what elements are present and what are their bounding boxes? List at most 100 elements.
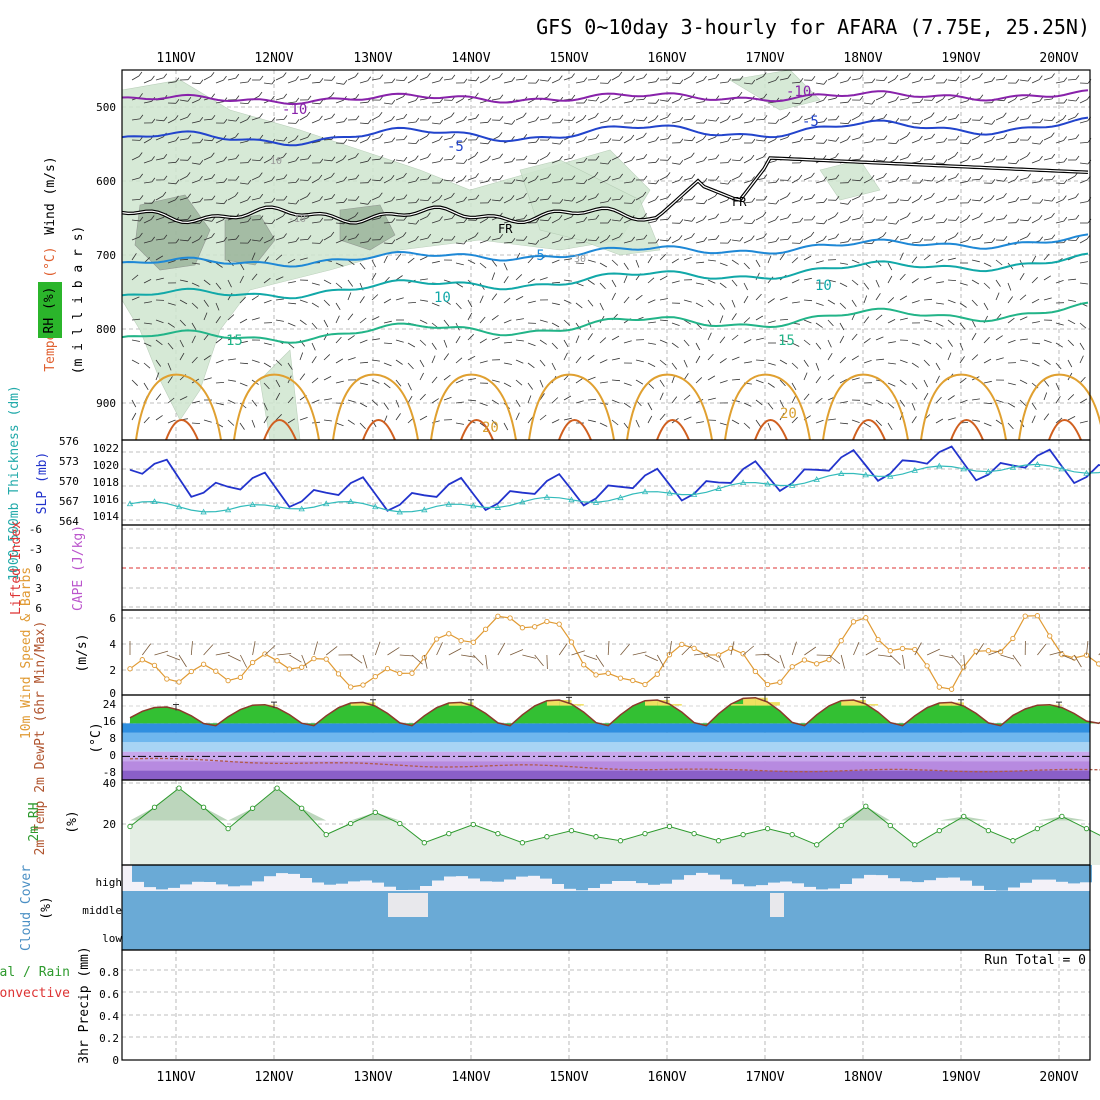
wind-barb	[599, 238, 608, 244]
wind-barb	[815, 222, 825, 225]
temp-fill-hot	[448, 703, 462, 706]
wind-barb-flag	[355, 115, 360, 120]
wind-barb-flag	[967, 118, 972, 123]
cloud-high-bar	[228, 865, 240, 887]
wind-barb-flag	[966, 214, 971, 220]
wind-barb-flag	[547, 92, 551, 98]
wind-speed-marker	[507, 615, 513, 621]
wind-barb	[143, 342, 152, 347]
wind-barb	[863, 360, 872, 364]
thickness-marker	[298, 505, 305, 512]
wind-barb	[935, 120, 944, 124]
thickness-marker	[666, 489, 673, 496]
wind-barb-flag	[463, 159, 468, 164]
thickness-marker	[421, 506, 428, 513]
wind-barb	[947, 117, 956, 121]
wind-barb	[479, 159, 488, 164]
wind-barb	[911, 198, 920, 204]
wind-barb	[1067, 394, 1075, 401]
wind-barb	[731, 419, 740, 425]
temp-unit: (°C)	[89, 722, 104, 753]
wind-barb	[251, 117, 260, 121]
wind-barb	[647, 140, 656, 144]
wind-barb	[683, 219, 692, 222]
wind-barb-flag	[211, 114, 216, 120]
wind10-barb	[742, 645, 755, 656]
wind-barb	[899, 237, 908, 241]
wind-barb	[191, 179, 200, 184]
wind-speed-marker	[581, 662, 587, 668]
wind-speed-marker	[715, 652, 722, 658]
wind-barb-flag	[139, 195, 144, 200]
wind-barb-flag	[691, 173, 696, 179]
wind-barb-flag	[1051, 212, 1055, 218]
slp-line	[129, 445, 1100, 512]
temp-contour-label: -10	[786, 84, 811, 100]
wind-barb	[947, 299, 956, 304]
wind-barb	[503, 382, 512, 388]
thickness-marker	[1083, 469, 1090, 476]
wind-barb	[575, 356, 582, 364]
wind-barb	[575, 161, 584, 164]
cloud-high-bar	[396, 865, 408, 890]
wind-barb	[503, 262, 508, 271]
wind-barb	[251, 317, 260, 321]
wind-barb	[455, 282, 464, 288]
wind-barb-flag	[847, 237, 852, 242]
wind-barb	[371, 196, 380, 201]
wind-barb	[995, 196, 1004, 201]
wind-barb	[719, 380, 728, 384]
wind-barb-flag	[1051, 175, 1056, 180]
wind-barb-flag	[930, 112, 935, 117]
wind-barb-flag	[810, 231, 815, 237]
cloud-high-bar	[996, 865, 1008, 891]
wind-barb	[395, 379, 402, 387]
wind-barb	[647, 81, 656, 84]
wind-barb-flag	[523, 74, 528, 80]
wind-barb-flag	[487, 177, 492, 182]
wind-barb	[1007, 141, 1017, 144]
wind-barb	[311, 221, 320, 224]
wind-speed-marker	[482, 626, 489, 632]
temp-contour-label: 10	[815, 278, 832, 294]
wind-barb-flag	[606, 95, 611, 100]
wind-barb	[815, 239, 824, 244]
panel-frames	[121, 69, 1091, 1061]
cloud-high-bar	[1044, 865, 1056, 880]
wind-barb	[299, 352, 304, 361]
wind-barb	[1031, 181, 1040, 184]
wind-barb	[875, 293, 881, 301]
wind-barb-flag	[523, 236, 528, 241]
wind-barb-flag	[199, 116, 204, 122]
wind-barb	[1067, 197, 1076, 201]
wind-barb	[779, 217, 788, 221]
rh2m-marker	[127, 823, 133, 830]
wind-barb	[539, 339, 547, 345]
wind-barb	[995, 335, 1003, 341]
wind-barb	[899, 379, 907, 386]
wind-barb-flag	[738, 91, 743, 97]
wind-barb	[1067, 79, 1077, 81]
wind-barb	[887, 422, 893, 431]
wind-barb	[563, 258, 572, 261]
temp-contour-20	[430, 373, 517, 441]
wind-barb-flag	[535, 78, 540, 84]
wind-barb-flag	[727, 136, 732, 142]
wind-barb	[215, 316, 221, 324]
wind-barb-flag	[991, 76, 996, 82]
wind-barb	[635, 98, 645, 101]
wind-barb	[311, 102, 321, 105]
wind-barb-flag	[607, 79, 612, 84]
wind-barb-flag	[223, 236, 228, 242]
wind-barb	[815, 397, 823, 404]
wind-barb-flag	[631, 97, 636, 102]
wind-barb	[1007, 120, 1016, 124]
wind-barb-flag	[691, 195, 696, 200]
wind-barb	[683, 373, 689, 381]
wind-barb	[311, 399, 320, 404]
contour-labels: -10 -10 -5 -5 -5 10 10 15 15 20 20 10 30…	[226, 84, 832, 436]
wind-barb	[131, 236, 140, 241]
wind-barb	[839, 282, 848, 287]
wind-speed-marker	[532, 624, 538, 630]
wind-barb-flag	[967, 198, 972, 204]
